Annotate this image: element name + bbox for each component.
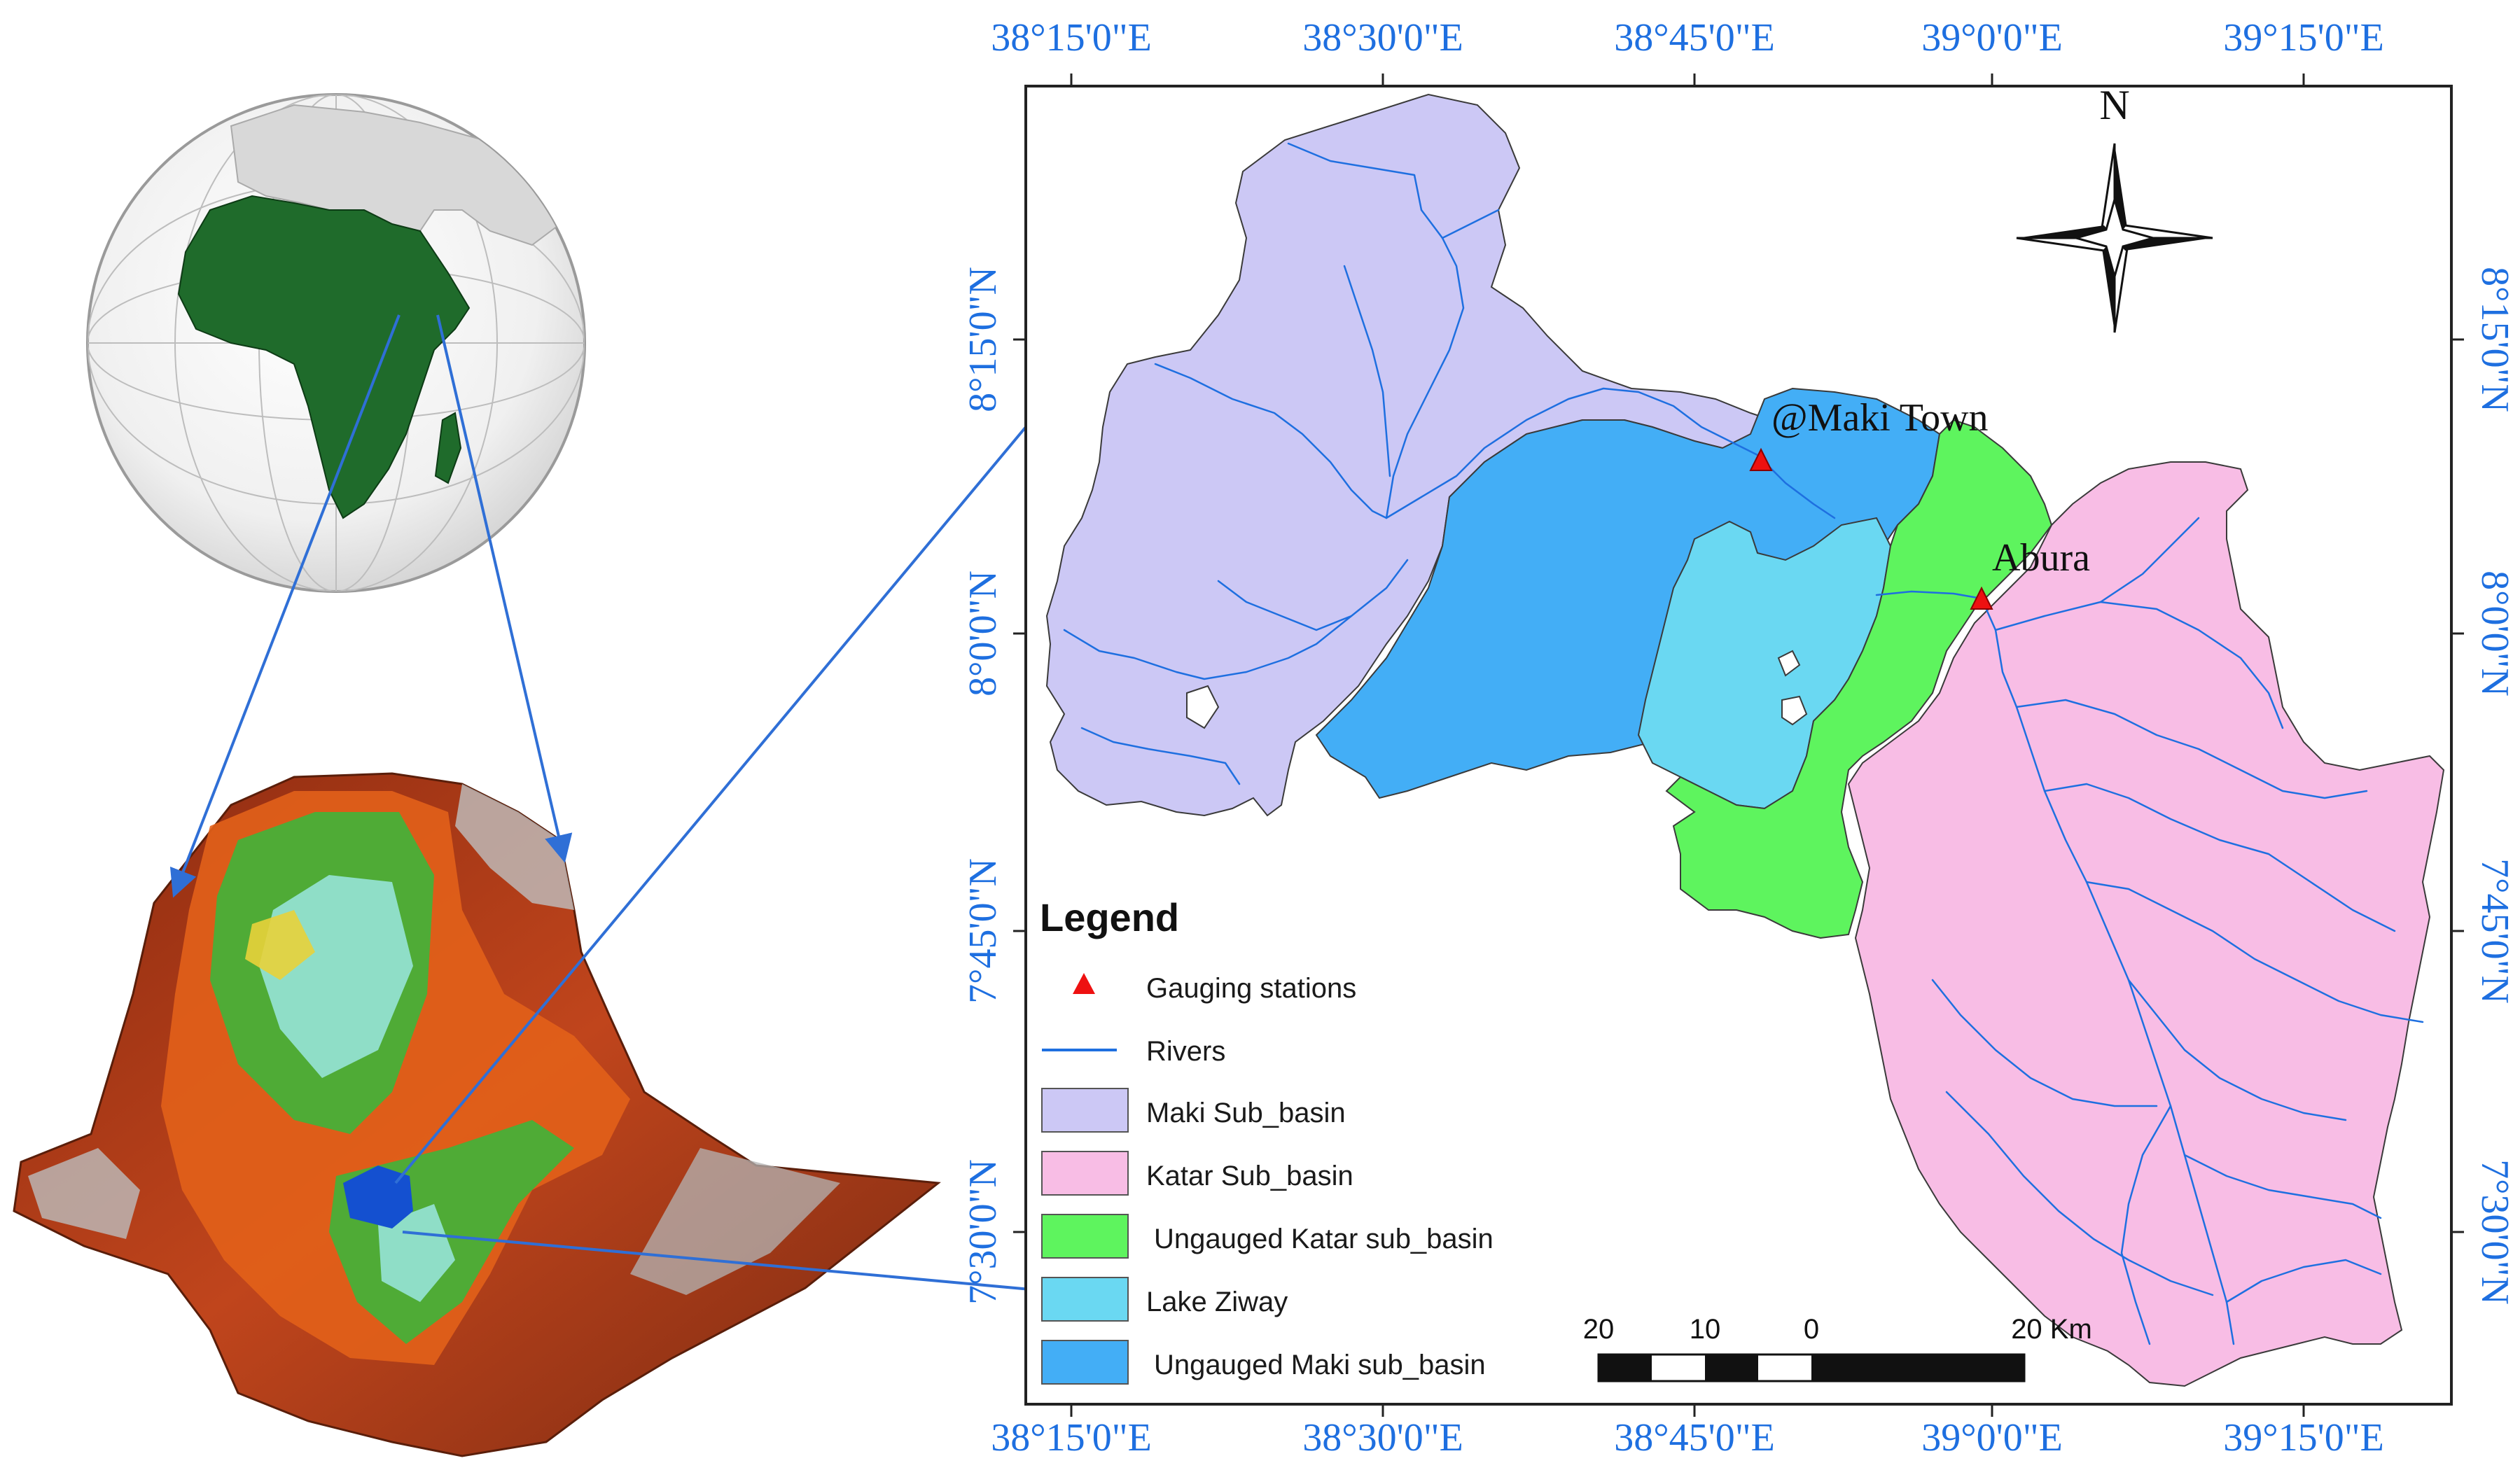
arrow-globe-to-dem-east [436, 314, 573, 863]
river-katar-t4 [2085, 881, 2424, 1023]
globe-eurasia [230, 104, 562, 246]
river-katar-outlet [1875, 590, 1983, 600]
river-katar-t1 [1994, 601, 2284, 729]
north-label: N [2099, 82, 2129, 128]
globe-inset [86, 93, 586, 593]
river-katar-t8 [2183, 1154, 2382, 1219]
legend-symbol-katar [1041, 1151, 1129, 1196]
station-marker-abura [1970, 586, 1993, 610]
coord-left-4: 7°30'0"N [961, 1159, 1005, 1305]
legend: Legend Gauging stations Rivers Maki Sub_… [1040, 895, 1494, 1385]
river-katar-t3 [2043, 783, 2396, 932]
coord-bottom-5: 39°15'0"E [2223, 1416, 2384, 1460]
rivers [1063, 142, 2424, 1345]
legend-symbol-maki [1041, 1088, 1129, 1133]
legend-label-katar: Katar Sub_basin [1146, 1161, 1353, 1191]
north-arrow: N [2016, 82, 2213, 333]
legend-title: Legend [1040, 895, 1179, 939]
legend-label-rivers: Rivers [1146, 1036, 1225, 1067]
legend-label-maki: Maki Sub_basin [1146, 1098, 1346, 1128]
river-katar-t2 [2015, 699, 2368, 799]
legend-symbol-lake [1041, 1277, 1129, 1322]
station-marker-maki-town [1749, 447, 1773, 471]
maki-sub-basin [1045, 93, 1829, 817]
coord-right-1: 8°15'0"N [2473, 267, 2516, 412]
river-katar-t11 [2099, 517, 2200, 603]
river-maki-east [1441, 209, 1500, 239]
coords-left: 8°15'0"N 8°0'0"N 7°45'0"N 7°30'0"N [961, 267, 1005, 1305]
basins [1045, 93, 2445, 1387]
legend-label-lake: Lake Ziway [1146, 1287, 1288, 1317]
river-katar-t7 [1945, 1091, 2214, 1296]
coord-top-5: 39°15'0"E [2223, 16, 2384, 59]
scale-tick-20-km: 20 Km [2011, 1314, 2092, 1345]
scale-tick-10: 10 [1690, 1314, 1721, 1345]
scale-tick-20-left: 20 [1583, 1314, 1615, 1345]
coord-top-1: 38°15'0"E [991, 16, 1152, 59]
coord-top-4: 39°0'0"E [1921, 16, 2063, 59]
maki-island [1186, 685, 1220, 729]
dem-plateau-yellow [245, 910, 315, 980]
river-maki-mid [1217, 580, 1353, 631]
river-maki-west [1154, 363, 1388, 519]
legend-label-ungauged-maki: Ungauged Maki sub_basin [1154, 1350, 1486, 1380]
coords-bottom: 38°15'0"E 38°30'0"E 38°45'0"E 39°0'0"E 3… [991, 1416, 2384, 1460]
ethiopia-dem-inset [13, 772, 941, 1457]
river-katar-main [1980, 597, 2235, 1345]
ungauged-katar-sub-basin [1665, 419, 2053, 939]
gauging-stations: @Maki Town Abura [1749, 396, 2090, 610]
globe-madagascar [434, 412, 462, 484]
katar-sub-basin [1847, 461, 2445, 1387]
river-katar-t10 [2225, 1259, 2382, 1303]
river-maki-south [1080, 727, 1241, 785]
coords-top: 38°15'0"E 38°30'0"E 38°45'0"E 39°0'0"E 3… [991, 16, 2384, 59]
legend-label-ungauged-katar: Ungauged Katar sub_basin [1154, 1224, 1494, 1254]
coord-top-3: 38°45'0"E [1614, 16, 1775, 59]
legend-symbol-gauging-stations [1073, 973, 1095, 994]
coord-bottom-1: 38°15'0"E [991, 1416, 1152, 1460]
scale-bar: 20 10 0 20 Km [1583, 1314, 2092, 1382]
coord-right-4: 7°30'0"N [2473, 1159, 2516, 1305]
coords-right: 8°15'0"N 8°0'0"N 7°45'0"N 7°30'0"N [2473, 267, 2516, 1305]
dem-lowland-west [28, 1148, 140, 1239]
river-katar-t9 [2120, 1105, 2172, 1345]
scale-tick-0: 0 [1804, 1314, 1819, 1345]
river-katar-t5 [2127, 979, 2347, 1121]
river-katar-t6 [1931, 979, 2158, 1107]
lake-island-2 [1781, 695, 1808, 726]
coord-top-2: 38°30'0"E [1302, 16, 1463, 59]
river-maki-west-2 [1063, 559, 1409, 680]
legend-symbol-ungauged-maki [1041, 1340, 1129, 1385]
dem-plateau-cyan-south [378, 1204, 455, 1302]
globe-africa [177, 195, 471, 519]
coord-left-1: 8°15'0"N [961, 267, 1005, 412]
dem-lowland-east [455, 784, 574, 910]
river-maki-mainstem [1385, 387, 1759, 519]
legend-label-gauging-stations: Gauging stations [1146, 973, 1356, 1004]
river-maki-north [1287, 142, 1465, 519]
coord-bottom-3: 38°45'0"E [1614, 1416, 1775, 1460]
map-frame-ticks [1013, 74, 2464, 1417]
legend-symbol-ungauged-katar [1041, 1214, 1129, 1259]
coord-right-2: 8°0'0"N [2473, 570, 2516, 696]
arrow-globe-to-dem-west [169, 314, 401, 898]
coord-bottom-2: 38°30'0"E [1302, 1416, 1463, 1460]
coord-right-3: 7°45'0"N [2473, 858, 2516, 1004]
coord-left-2: 8°0'0"N [961, 570, 1005, 696]
coord-left-3: 7°45'0"N [961, 858, 1005, 1004]
river-maki-center [1343, 265, 1391, 477]
station-label-maki-town: @Maki Town [1771, 396, 1989, 440]
station-label-abura: Abura [1992, 536, 2090, 580]
coord-bottom-4: 39°0'0"E [1921, 1416, 2063, 1460]
lake-island-1 [1777, 650, 1801, 677]
